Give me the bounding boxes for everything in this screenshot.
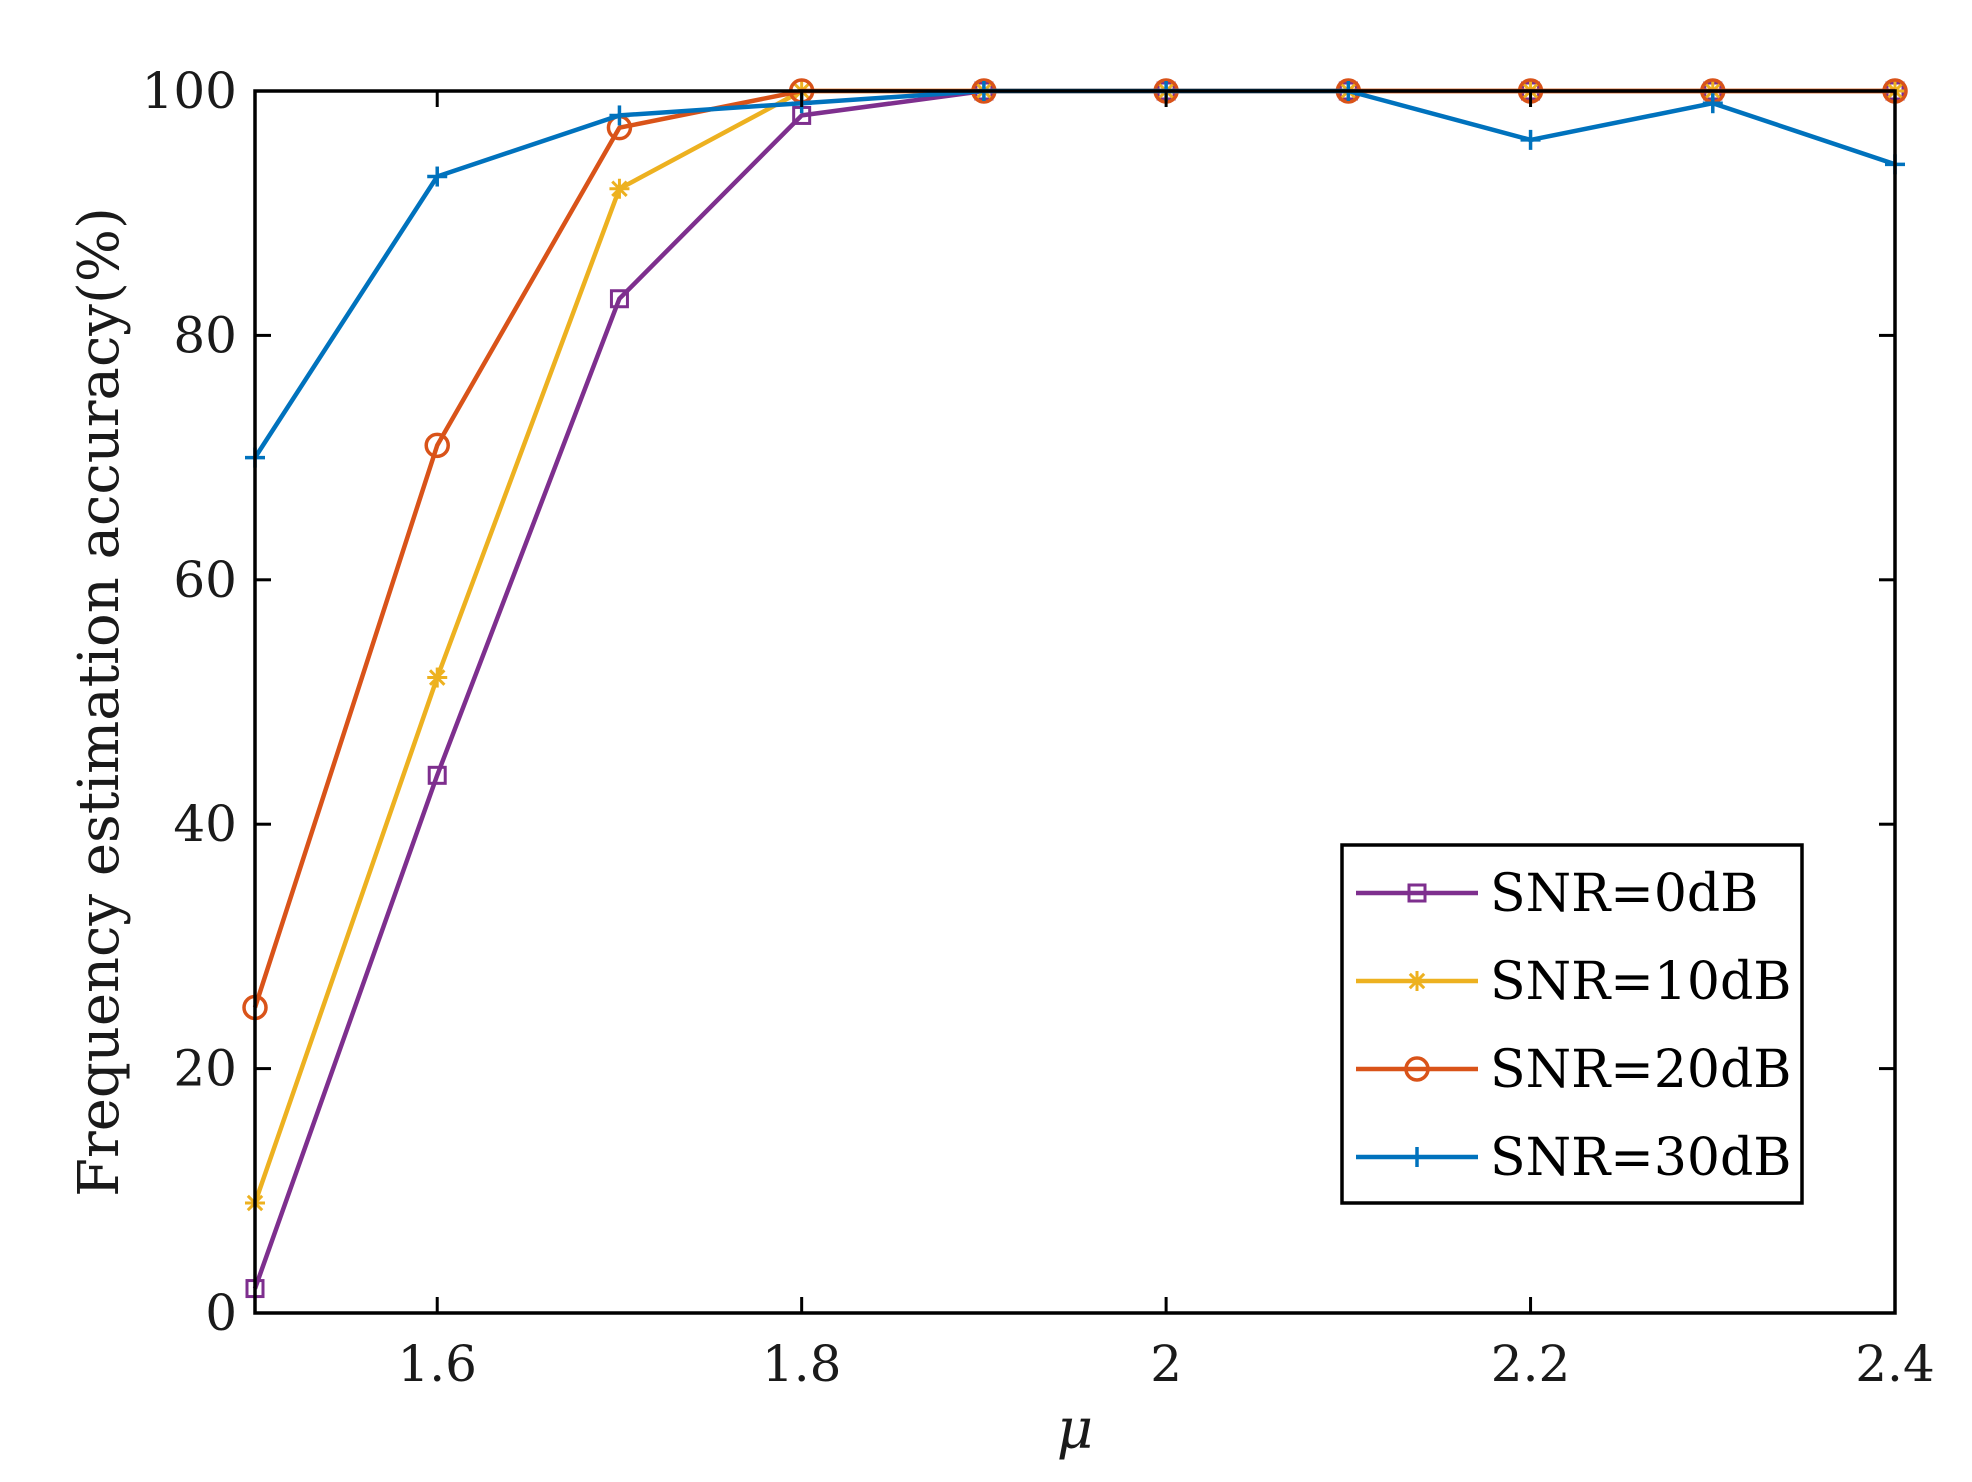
x-axis-label: μ [1057, 1397, 1093, 1462]
data-point [424, 432, 450, 459]
legend: SNR=0dB SNR=10dB SNR=20dB SNR=30dB [1340, 843, 1804, 1205]
x-tick-label: 2.4 [1855, 1335, 1935, 1393]
legend-item: SNR=20dB [1356, 1040, 1792, 1100]
legend-label: SNR=10dB [1490, 952, 1792, 1012]
y-tick-label: 80 [173, 306, 237, 364]
legend-box [1340, 843, 1804, 1205]
legend-item: SNR=30dB [1356, 1128, 1792, 1188]
data-point [609, 289, 629, 309]
data-point [1702, 93, 1723, 114]
data-point [609, 105, 630, 126]
legend-marker [1407, 1147, 1427, 1167]
legend-marker [1407, 883, 1427, 903]
data-point [1520, 129, 1541, 150]
x-tick-label: 1.8 [762, 1335, 842, 1393]
x-tick-label: 2 [1150, 1335, 1182, 1393]
legend-item: SNR=0dB [1356, 864, 1758, 924]
x-tick-label: 1.6 [397, 1335, 477, 1393]
y-tick-label: 40 [173, 795, 237, 853]
y-tick-label: 0 [205, 1284, 237, 1342]
data-point [427, 667, 448, 688]
legend-marker [1404, 1056, 1430, 1082]
legend-marker [1407, 971, 1427, 991]
y-axis-label: Frequency estimation accuracy(%) [67, 207, 132, 1197]
axes-box [253, 89, 1897, 1315]
data-point [609, 178, 630, 199]
y-tick-label: 60 [173, 551, 237, 609]
y-tick-label: 20 [173, 1040, 237, 1098]
legend-label: SNR=0dB [1490, 864, 1758, 924]
legend-label: SNR=30dB [1490, 1128, 1792, 1188]
y-tick-label: 100 [142, 62, 237, 120]
data-point [427, 765, 447, 785]
x-tick-label: 2.2 [1491, 1335, 1571, 1393]
legend-label: SNR=20dB [1490, 1040, 1792, 1100]
legend-item: SNR=10dB [1356, 952, 1792, 1012]
axes: 1.6 1.8 2 2.2 2.4 0 20 40 60 80 100 [142, 62, 1935, 1393]
data-point [427, 166, 448, 187]
